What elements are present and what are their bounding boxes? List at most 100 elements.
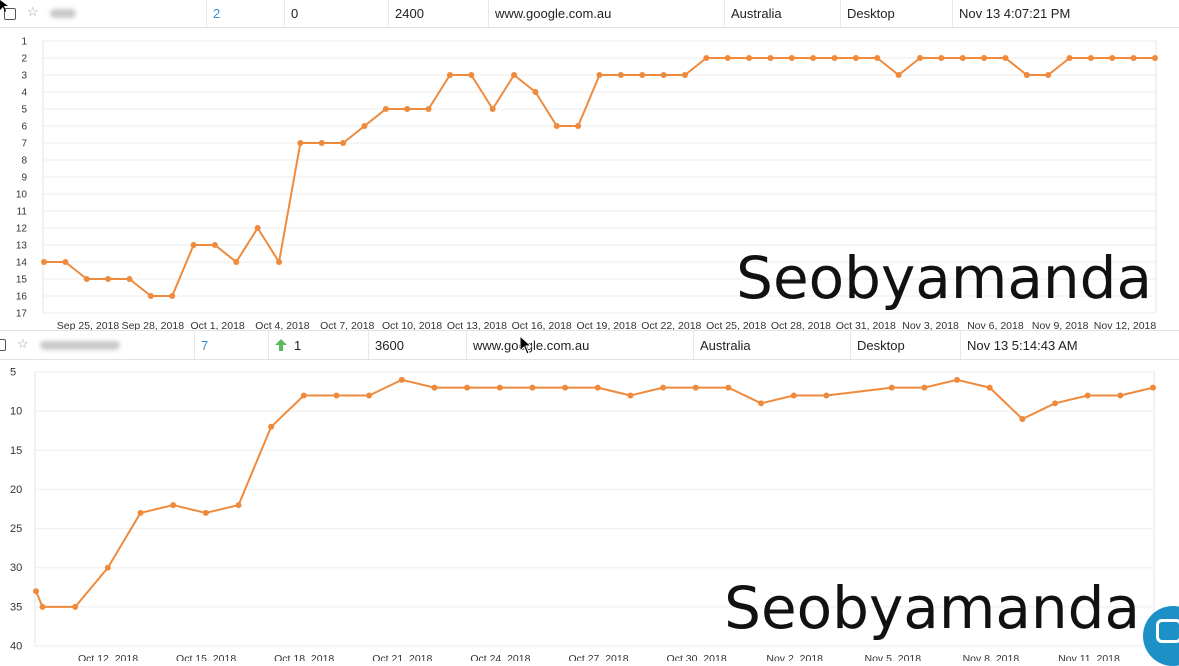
data-point[interactable] — [627, 392, 634, 399]
data-point[interactable] — [62, 259, 69, 265]
data-point[interactable] — [532, 89, 539, 95]
data-point[interactable] — [1045, 72, 1052, 78]
data-point[interactable] — [1002, 55, 1009, 61]
data-point[interactable] — [617, 72, 624, 78]
star-icon[interactable]: ☆ — [17, 336, 29, 351]
y-tick-label: 8 — [21, 156, 27, 167]
rank-link[interactable]: 2 — [213, 6, 221, 21]
data-point[interactable] — [333, 392, 340, 399]
data-point[interactable] — [660, 72, 667, 78]
data-point[interactable] — [268, 423, 275, 430]
data-point[interactable] — [340, 140, 347, 146]
data-point[interactable] — [938, 55, 945, 61]
data-point[interactable] — [464, 384, 471, 391]
data-point[interactable] — [1019, 415, 1026, 422]
data-point[interactable] — [1087, 55, 1094, 61]
data-point[interactable] — [446, 72, 453, 78]
data-point[interactable] — [1084, 392, 1091, 399]
data-point[interactable] — [276, 259, 283, 265]
data-point[interactable] — [831, 55, 838, 61]
data-point[interactable] — [398, 376, 405, 383]
data-point[interactable] — [1109, 55, 1116, 61]
data-point[interactable] — [562, 384, 569, 391]
keyword-row-2[interactable]: ☆ 7 1 3600 www.google.com.au Australia D… — [0, 330, 1179, 360]
data-point[interactable] — [954, 376, 961, 383]
data-point[interactable] — [767, 55, 774, 61]
data-point[interactable] — [790, 392, 797, 399]
data-point[interactable] — [105, 276, 112, 282]
data-point[interactable] — [1117, 392, 1124, 399]
data-point[interactable] — [692, 384, 699, 391]
data-point[interactable] — [254, 225, 261, 231]
data-point[interactable] — [202, 509, 209, 516]
data-point[interactable] — [39, 603, 46, 610]
data-point[interactable] — [126, 276, 133, 282]
data-point[interactable] — [874, 55, 881, 61]
checkbox-icon[interactable] — [4, 8, 16, 20]
data-point[interactable] — [758, 400, 765, 407]
data-point[interactable] — [33, 588, 39, 595]
data-point[interactable] — [318, 140, 325, 146]
data-point[interactable] — [1066, 55, 1073, 61]
data-point[interactable] — [104, 564, 111, 571]
x-tick-label: Oct 15, 2018 — [176, 653, 236, 661]
data-point[interactable] — [888, 384, 895, 391]
data-point[interactable] — [981, 55, 988, 61]
data-point[interactable] — [147, 293, 154, 299]
data-point[interactable] — [529, 384, 536, 391]
x-tick-label: Oct 21, 2018 — [372, 653, 432, 661]
data-point[interactable] — [594, 384, 601, 391]
data-point[interactable] — [137, 509, 144, 516]
data-point[interactable] — [852, 55, 859, 61]
data-point[interactable] — [496, 384, 503, 391]
data-point[interactable] — [425, 106, 432, 112]
data-point[interactable] — [431, 384, 438, 391]
data-point[interactable] — [366, 392, 373, 399]
data-point[interactable] — [746, 55, 753, 61]
data-point[interactable] — [1130, 55, 1137, 61]
data-point[interactable] — [788, 55, 795, 61]
data-point[interactable] — [489, 106, 496, 112]
checkbox-icon[interactable] — [0, 339, 6, 351]
data-point[interactable] — [986, 384, 993, 391]
data-point[interactable] — [660, 384, 667, 391]
data-point[interactable] — [190, 242, 197, 248]
data-point[interactable] — [724, 55, 731, 61]
data-point[interactable] — [511, 72, 518, 78]
data-point[interactable] — [211, 242, 218, 248]
data-point[interactable] — [596, 72, 603, 78]
data-point[interactable] — [1052, 400, 1059, 407]
rank-history-chart-2: 5 10 15 20 25 30 35 40 Oct 12, 2018 Oct 15, 2018 O… — [10, 367, 1156, 661]
keyword-row-1[interactable]: ☆ 2 0 2400 www.google.com.au Australia D… — [0, 0, 1179, 28]
data-point[interactable] — [916, 55, 923, 61]
data-point[interactable] — [921, 384, 928, 391]
data-point[interactable] — [83, 276, 90, 282]
data-point[interactable] — [575, 123, 582, 129]
data-point[interactable] — [382, 106, 389, 112]
data-point[interactable] — [41, 259, 47, 265]
data-point[interactable] — [553, 123, 560, 129]
data-point[interactable] — [681, 72, 688, 78]
data-point[interactable] — [639, 72, 646, 78]
data-point[interactable] — [1023, 72, 1030, 78]
rank-link[interactable]: 7 — [201, 337, 209, 353]
data-point[interactable] — [1150, 384, 1156, 391]
data-point[interactable] — [703, 55, 710, 61]
data-point[interactable] — [169, 293, 176, 299]
data-point[interactable] — [235, 502, 242, 509]
data-point[interactable] — [810, 55, 817, 61]
data-point[interactable] — [404, 106, 411, 112]
data-point[interactable] — [300, 392, 307, 399]
star-icon[interactable]: ☆ — [27, 4, 39, 19]
data-point[interactable] — [468, 72, 475, 78]
data-point[interactable] — [233, 259, 240, 265]
data-point[interactable] — [72, 603, 79, 610]
data-point[interactable] — [170, 502, 177, 509]
data-point[interactable] — [1152, 55, 1158, 61]
data-point[interactable] — [361, 123, 368, 129]
data-point[interactable] — [895, 72, 902, 78]
data-point[interactable] — [823, 392, 830, 399]
data-point[interactable] — [959, 55, 966, 61]
data-point[interactable] — [725, 384, 732, 391]
data-point[interactable] — [297, 140, 304, 146]
